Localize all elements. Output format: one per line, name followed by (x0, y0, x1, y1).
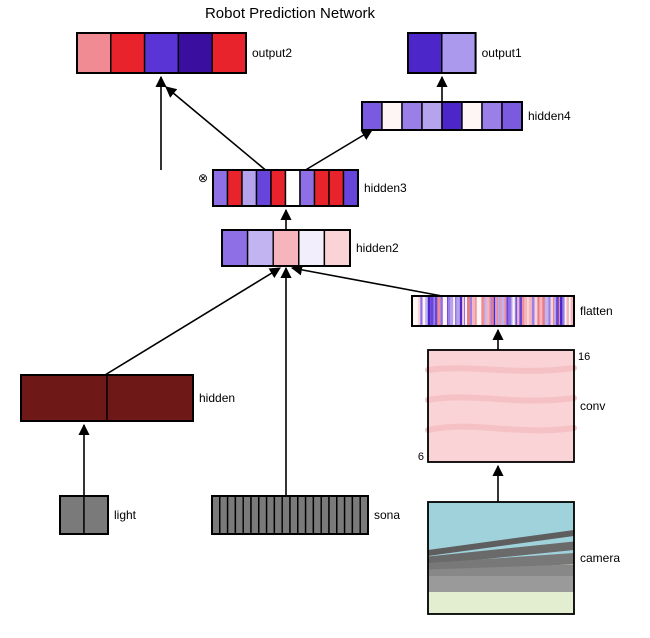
conv (428, 350, 574, 462)
sona (212, 496, 368, 534)
conv-num-left: 6 (418, 451, 424, 463)
hidden-label: hidden (199, 391, 235, 405)
flatten-label: flatten (580, 304, 613, 318)
conv-label: conv (580, 399, 605, 413)
output2-label: output2 (252, 46, 292, 60)
hidden3-label: hidden3 (364, 181, 407, 195)
hidden4-label: hidden4 (528, 109, 571, 123)
output1-label: output1 (482, 46, 522, 60)
flatten (412, 296, 574, 326)
hidden4 (362, 102, 522, 130)
light-label: light (114, 508, 137, 522)
sona-label: sona (374, 508, 400, 522)
tensor-marker: ⊗ (198, 171, 208, 185)
hidden2-label: hidden2 (356, 241, 399, 255)
output2 (77, 33, 246, 73)
camera-label: camera (580, 551, 620, 565)
hidden (21, 375, 193, 421)
output1 (408, 33, 476, 73)
light (60, 496, 108, 534)
camera (428, 502, 574, 614)
hidden3 (213, 170, 358, 206)
hidden2 (222, 230, 350, 266)
conv-num-right: 16 (578, 351, 590, 363)
diagram-title: Robot Prediction Network (205, 5, 376, 22)
